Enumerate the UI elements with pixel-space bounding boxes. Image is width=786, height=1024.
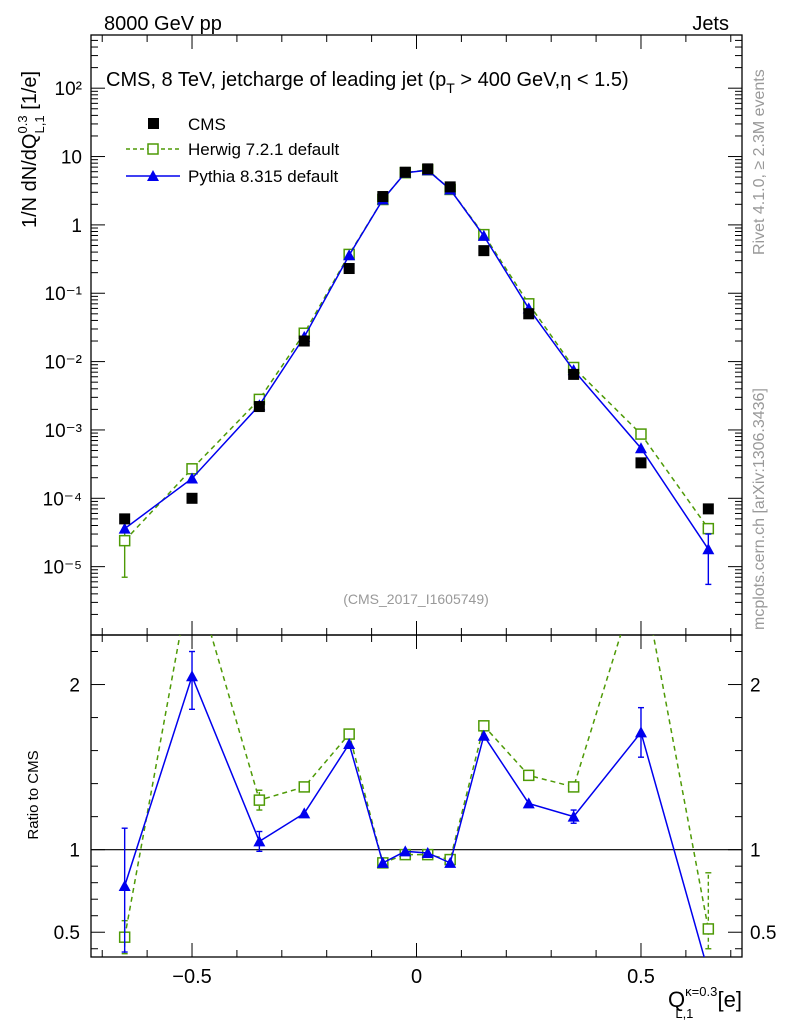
- y-tick-label: 1: [71, 216, 82, 237]
- cms-marker: [523, 308, 535, 320]
- ratio-herwig-marker: [343, 728, 355, 740]
- cms-marker: [298, 335, 310, 347]
- y-tick-label: 10⁻²: [45, 353, 83, 374]
- ratio-herwig-line: [123, 635, 710, 938]
- ratio-y-axis-label: Ratio to CMS: [25, 750, 42, 839]
- y-tick-label: 10: [61, 148, 82, 169]
- y-tick-label: 10⁻⁴: [43, 489, 82, 510]
- mcplots-label: mcplots.cern.ch [arXiv:1306.3436]: [751, 388, 768, 630]
- y-tick-label: 10⁻³: [45, 421, 83, 442]
- ratio-pythia-marker: [376, 856, 389, 868]
- ratio-pythia-marker: [399, 845, 412, 857]
- pythia-marker: [118, 522, 131, 534]
- process-label: 8000 GeV pp: [104, 13, 222, 35]
- pythia-marker: [343, 249, 356, 261]
- y-tick-label: 10⁻¹: [45, 284, 83, 305]
- main-series: [118, 163, 715, 586]
- legend-label-cms: CMS: [188, 115, 226, 134]
- ratio-herwig-marker: [567, 781, 580, 793]
- pythia-marker: [477, 229, 490, 241]
- ratio-pythia-marker: [444, 856, 457, 868]
- ratio-pythia-marker: [253, 835, 266, 847]
- legend-marker-herwig: [147, 143, 159, 155]
- chart-title: CMS, 8 TeV, jetcharge of leading jet (pT…: [106, 69, 629, 96]
- pythia-marker: [186, 472, 199, 484]
- ratio-y-tick-label-right: 0.5: [750, 923, 776, 944]
- legend-entry-herwig: Herwig 7.2.1 default: [126, 140, 339, 159]
- ratio-pythia-marker: [298, 807, 311, 819]
- cms-marker: [444, 181, 456, 193]
- cms-marker: [702, 503, 714, 515]
- ratio-y-tick-label-right: 1: [750, 841, 761, 862]
- cms-marker: [253, 401, 265, 413]
- ratio-pythia-marker: [702, 966, 714, 977]
- legend-entry-pythia: Pythia 8.315 default: [126, 167, 339, 186]
- ratio-herwig-marker: [636, 564, 646, 574]
- ratio-pythia-marker: [343, 737, 356, 749]
- x-tick-label: 0: [411, 966, 422, 988]
- herwig-line: [124, 168, 709, 542]
- ratio-series-pythia: [118, 650, 714, 977]
- x-tick-label: −0.5: [172, 966, 211, 988]
- category-label: Jets: [692, 13, 729, 35]
- ratio-herwig-marker: [702, 923, 715, 935]
- ratio-herwig-marker: [253, 794, 266, 806]
- cms-marker: [377, 191, 389, 203]
- ratio-herwig-marker: [187, 564, 197, 574]
- herwig-marker: [186, 463, 198, 475]
- y-tick-label: 10²: [55, 79, 82, 100]
- y-tick-label: 10⁻⁵: [43, 558, 82, 579]
- ratio-pythia-marker: [118, 879, 131, 891]
- ratio-pythia-marker: [522, 797, 535, 809]
- cms-marker: [399, 166, 411, 178]
- ratio-y-tick-label-left: 2: [69, 676, 80, 697]
- legend-marker-pythia: [147, 170, 159, 181]
- ratio-y-tick-label-right: 2: [750, 676, 761, 697]
- ratio-pythia-marker: [567, 810, 580, 822]
- cms-marker: [478, 245, 490, 257]
- series-pythia: [118, 164, 715, 586]
- cms-marker: [343, 263, 355, 275]
- ratio-y-tick-label-left: 1: [69, 841, 80, 862]
- rivet-version-label: Rivet 4.1.0, ≥ 2.3M events: [751, 69, 768, 255]
- ratio-pythia-marker: [421, 846, 434, 858]
- series-cms: [119, 163, 714, 525]
- legend-label-pythia: Pythia 8.315 default: [188, 167, 339, 186]
- ratio-x-ticks: [101, 635, 732, 957]
- cms-marker: [568, 368, 580, 380]
- pythia-marker: [634, 442, 647, 454]
- cms-marker: [422, 163, 434, 175]
- legend-entry-cms: CMS: [148, 115, 226, 134]
- x-tick-label: 0.5: [627, 966, 655, 988]
- pythia-marker: [702, 543, 715, 555]
- ratio-herwig-marker: [522, 769, 535, 782]
- herwig-marker: [118, 534, 131, 547]
- ratio-pythia-line: [123, 674, 705, 957]
- herwig-marker: [702, 522, 715, 535]
- cms-marker: [635, 457, 647, 469]
- ratio-panel-frame: [90, 634, 743, 958]
- main-x-ticks: [101, 35, 732, 635]
- legend-label-herwig: Herwig 7.2.1 default: [188, 140, 339, 159]
- ratio-y-ticks: 0.5 0.5 1 1 2 2: [54, 651, 776, 950]
- ratio-pythia-marker: [477, 729, 490, 741]
- main-y-ticks: 10⁻⁵ 10⁻⁴ 10⁻³ 10⁻² 10⁻¹ 1 10 10²: [43, 34, 742, 636]
- y-axis-label: 1/N dN/dQ0.3 L,1 [1/e]: [15, 71, 47, 228]
- ratio-herwig-marker: [298, 781, 311, 793]
- herwig-marker: [635, 428, 647, 440]
- analysis-watermark: (CMS_2017_I1605749): [343, 591, 489, 607]
- pythia-line: [124, 169, 709, 550]
- ratio-herwig-marker: [478, 720, 490, 732]
- ratio-y-tick-label-left: 0.5: [54, 923, 80, 944]
- legend: CMS Herwig 7.2.1 default Pythia 8.315 de…: [126, 115, 339, 186]
- cms-marker: [186, 492, 198, 504]
- ratio-series: [118, 564, 715, 977]
- x-axis-label: Qκ=0.3 L,1 [e]: [668, 984, 742, 1021]
- ratio-pythia-marker: [186, 670, 199, 682]
- legend-marker-cms: [148, 118, 159, 129]
- series-herwig: [118, 164, 715, 578]
- cms-marker: [119, 513, 131, 525]
- ratio-pythia-marker: [634, 726, 647, 738]
